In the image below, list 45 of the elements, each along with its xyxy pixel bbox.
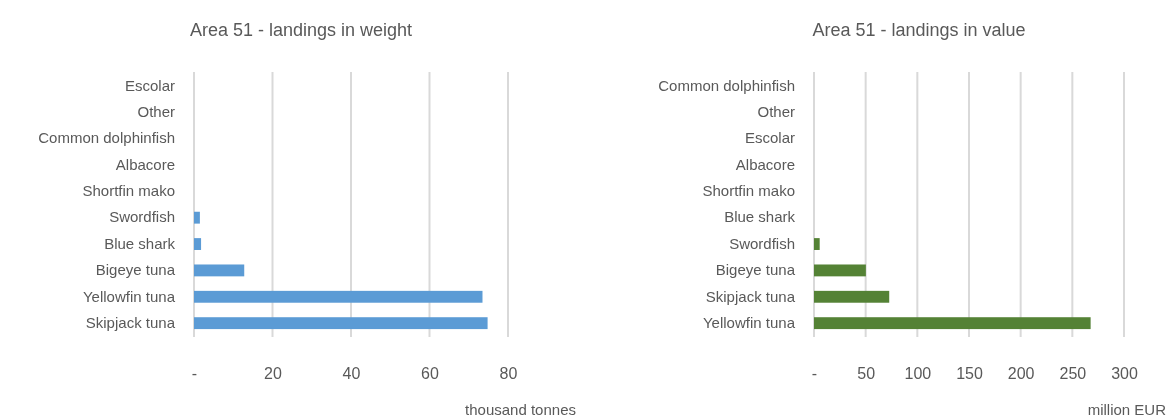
- y-tick-label: Other: [757, 103, 795, 121]
- bar: [814, 264, 866, 277]
- y-tick-label: Other: [137, 103, 175, 121]
- x-tick-label: 200: [1007, 365, 1035, 383]
- chart-title: Area 51 - landings in value: [812, 20, 1026, 40]
- bar: [194, 211, 200, 224]
- bar: [814, 317, 1091, 330]
- y-tick-label: Escolar: [124, 76, 175, 94]
- y-tick-label: Bigeye tuna: [715, 261, 796, 279]
- y-tick-label: Common dolphinfish: [38, 129, 175, 147]
- x-tick-label: 250: [1059, 365, 1087, 383]
- y-tick-label: Bigeye tuna: [95, 261, 176, 279]
- y-tick-label: Skipjack tuna: [705, 287, 796, 305]
- x-axis-title: million EUR: [1087, 401, 1167, 418]
- y-tick-label: Blue shark: [104, 234, 176, 252]
- x-tick-label: -: [191, 365, 198, 383]
- y-tick-label: Skipjack tuna: [85, 313, 176, 331]
- y-tick-label: Albacore: [735, 155, 795, 173]
- x-tick-label: 50: [857, 365, 876, 383]
- x-tick-label: -: [811, 365, 818, 383]
- y-tick-label: Yellowfin tuna: [702, 313, 796, 331]
- x-tick-label: 60: [421, 365, 439, 383]
- y-tick-label: Common dolphinfish: [658, 76, 795, 94]
- y-tick-label: Escolar: [744, 129, 795, 147]
- y-tick-label: Blue shark: [724, 208, 796, 226]
- bar: [194, 264, 245, 277]
- y-tick-label: Albacore: [115, 155, 175, 173]
- x-tick-label: 150: [956, 365, 983, 383]
- y-tick-label: Swordfish: [109, 208, 175, 226]
- bar: [814, 290, 890, 303]
- x-tick-label: 100: [904, 365, 932, 383]
- y-tick-label: Shortfin mako: [702, 182, 795, 200]
- bar: [194, 238, 202, 250]
- y-tick-label: Yellowfin tuna: [82, 287, 176, 305]
- chart-title: Area 51 - landings in weight: [189, 20, 413, 40]
- bar: [194, 290, 483, 303]
- bar: [194, 317, 488, 330]
- x-tick-label: 20: [264, 365, 282, 383]
- y-tick-label: Swordfish: [729, 234, 795, 252]
- x-tick-label: 80: [499, 365, 518, 383]
- x-tick-label: 40: [342, 365, 361, 383]
- y-tick-label: Shortfin mako: [82, 182, 175, 200]
- x-tick-label: 300: [1111, 365, 1138, 383]
- x-axis-title: thousand tonnes: [465, 401, 576, 418]
- bar: [814, 238, 820, 250]
